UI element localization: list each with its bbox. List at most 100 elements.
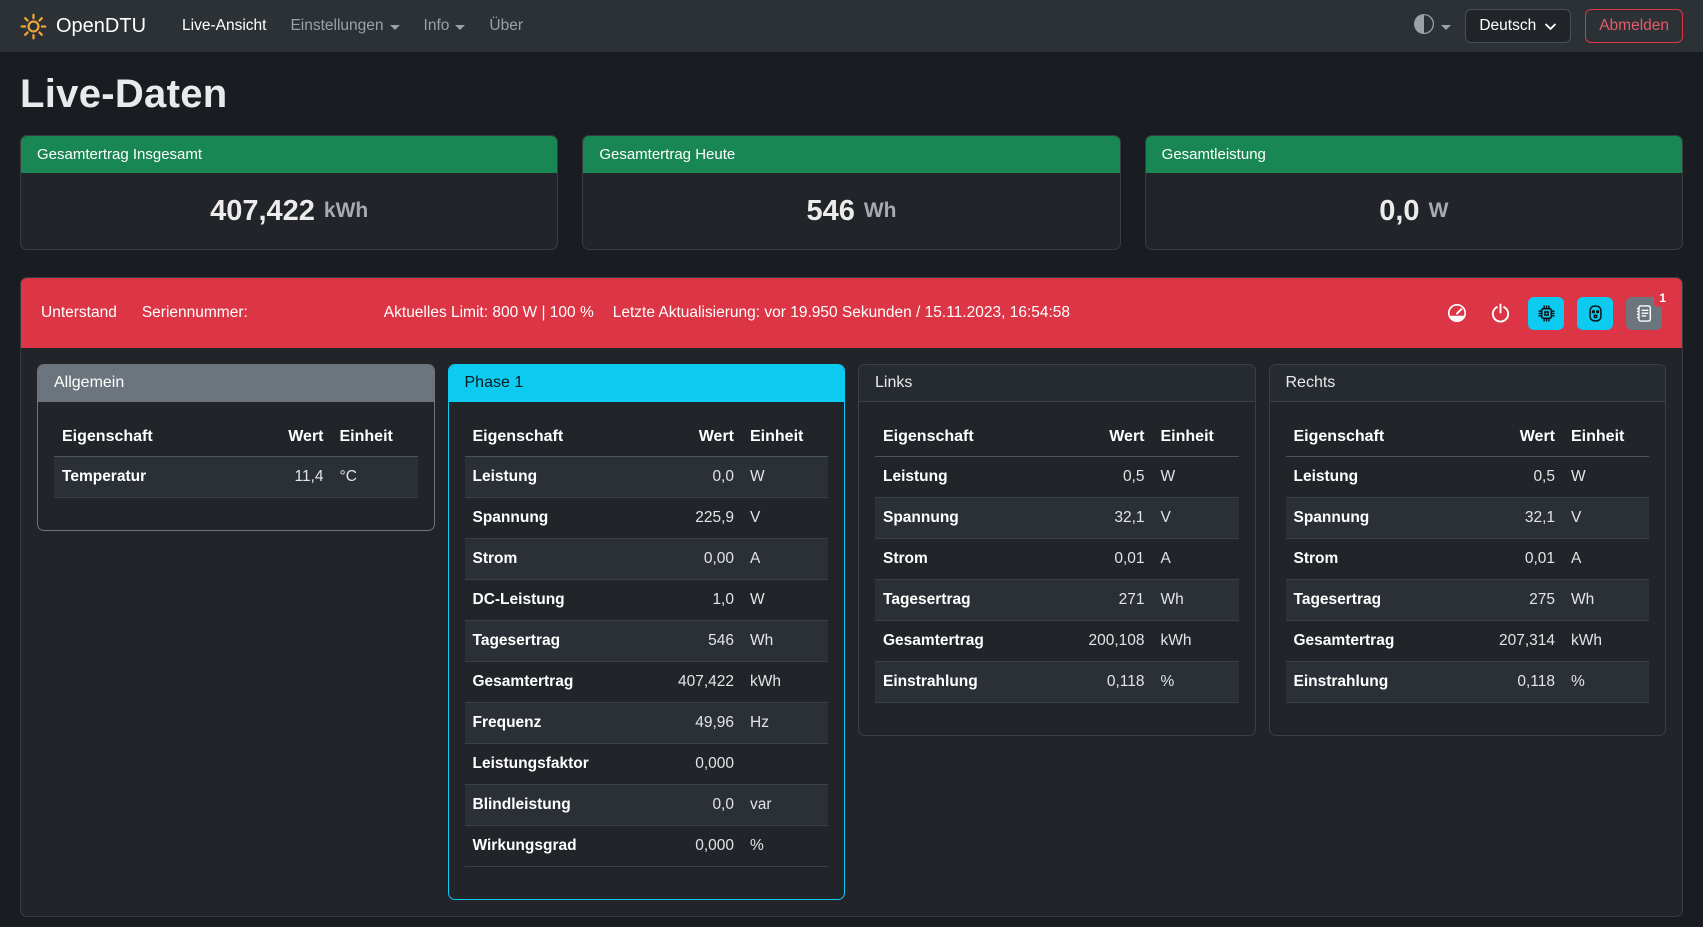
brand[interactable]: OpenDTU [20, 13, 146, 40]
cell-value: 32,1 [1445, 497, 1563, 539]
table-row: Tagesertrag 546 Wh [464, 620, 828, 662]
table-row: Blindleistung 0,0 var [464, 784, 828, 826]
cell-unit: W [1563, 456, 1649, 498]
table-row: Leistung 0,5 W [1285, 456, 1649, 498]
table-row: Wirkungsgrad 0,000% [464, 825, 828, 867]
summary-card: Gesamtertrag Insgesamt 407,422 kWh [20, 135, 559, 250]
inverter-limit: Aktuelles Limit: 800 W | 100 % [383, 304, 594, 321]
caret-down-icon [455, 24, 466, 30]
cell-value: 11,4 [213, 456, 332, 498]
outlet-icon[interactable] [1577, 296, 1613, 330]
summary-value: 0,0 [1379, 194, 1420, 227]
cell-unit: Wh [1152, 579, 1239, 621]
cell-property: Strom [1285, 538, 1445, 580]
cell-value: 546 [624, 620, 742, 662]
column-header: Eigenschaft [54, 418, 214, 457]
cell-value: 275 [1445, 579, 1563, 621]
cell-property: Tagesertrag [1285, 579, 1445, 621]
cell-unit: % [742, 825, 828, 867]
cell-unit: A [742, 538, 828, 580]
nav-item-info[interactable]: Info [414, 9, 476, 43]
logout-button[interactable]: Abmelden [1585, 9, 1683, 43]
navbar-right: Deutsch Abmelden [1414, 9, 1683, 43]
summary-card-body: 546 Wh [583, 173, 1119, 249]
language-selector[interactable]: Deutsch [1465, 9, 1572, 43]
inverter-serial-label: Seriennummer: [141, 304, 248, 321]
inverter-table-rechts: Rechts Eigenschaft Wert Einheit Leistung 0,5 W… [1268, 364, 1666, 736]
table-row: Spannung 225,9 V [464, 497, 828, 539]
cell-value: 0,0 [624, 784, 742, 826]
cell-value: 0,5 [1445, 456, 1563, 498]
cell-property: Tagesertrag [875, 579, 1035, 621]
summary-card-body: 407,422 kWh [21, 173, 557, 249]
cell-value: 32,1 [1034, 497, 1153, 539]
cell-property: Leistung [464, 456, 624, 498]
cell-unit: kWh [1563, 620, 1649, 662]
cell-unit: Wh [1563, 579, 1649, 621]
caret-down-icon [1441, 24, 1452, 30]
cell-property: Spannung [875, 497, 1035, 539]
cell-unit: var [742, 784, 828, 826]
column-header: Wert [1034, 418, 1153, 457]
nav-item-einstellungen[interactable]: Einstellungen [280, 9, 409, 43]
cell-value: 49,96 [624, 702, 742, 744]
table-row: Gesamtertrag 200,108 kWh [875, 620, 1239, 662]
cell-value: 0,0 [624, 456, 742, 498]
journal-text-icon[interactable]: 1 [1626, 288, 1671, 330]
table-card-title: Phase 1 [448, 365, 844, 402]
summary-card: Gesamtertrag Heute 546 Wh [582, 135, 1121, 250]
cell-property: Strom [464, 538, 624, 580]
column-header: Einheit [742, 418, 828, 457]
cell-property: Leistungsfaktor [464, 743, 624, 785]
data-table: Eigenschaft Wert Einheit Temperatur 11,4 °C [54, 418, 418, 498]
cell-value: 0,118 [1445, 661, 1563, 703]
cell-value: 225,9 [624, 497, 742, 539]
nav-item-live-ansicht[interactable]: Live-Ansicht [172, 9, 276, 43]
table-row: Einstrahlung 0,118% [875, 661, 1239, 703]
theme-dropdown[interactable] [1414, 13, 1452, 39]
table-card-body: Eigenschaft Wert Einheit Leistung 0,5 W Spannu… [1270, 402, 1666, 735]
column-header: Wert [1445, 418, 1563, 457]
cell-unit: kWh [1152, 620, 1239, 662]
cell-value: 1,0 [624, 579, 742, 621]
nav-menu: Live-Ansicht Einstellungen Info Über [172, 9, 533, 43]
cpu-icon[interactable] [1528, 296, 1564, 330]
cell-value: 0,000 [624, 825, 742, 867]
nav-item-ueber[interactable]: Über [479, 9, 533, 43]
table-card-body: Eigenschaft Wert Einheit Leistung 0,5 W Spannu… [859, 402, 1255, 735]
column-header: Eigenschaft [1285, 418, 1445, 457]
cell-property: DC-Leistung [464, 579, 624, 621]
table-row: Leistung 0,0 W [464, 456, 828, 498]
event-count-badge: 1 [1654, 288, 1671, 307]
cell-property: Tagesertrag [464, 620, 624, 662]
nav-item-label: Info [423, 17, 450, 34]
table-row: Tagesertrag 275 Wh [1285, 579, 1649, 621]
cell-unit: °C [331, 456, 418, 498]
speedometer-icon[interactable] [1442, 297, 1472, 330]
cell-value: 407,422 [624, 661, 742, 703]
cell-property: Einstrahlung [1285, 661, 1445, 703]
cell-property: Spannung [1285, 497, 1445, 539]
power-icon[interactable] [1485, 297, 1515, 330]
chevron-down-icon [1545, 23, 1557, 30]
column-header: Einheit [331, 418, 418, 457]
table-row: Frequenz 49,96 Hz [464, 702, 828, 744]
column-header: Eigenschaft [464, 418, 624, 457]
cell-unit: V [1152, 497, 1239, 539]
table-row: Strom 0,01 A [1285, 538, 1649, 580]
cell-property: Gesamtertrag [875, 620, 1035, 662]
cell-property: Wirkungsgrad [464, 825, 624, 867]
cell-property: Spannung [464, 497, 624, 539]
data-table: Eigenschaft Wert Einheit Leistung 0,5 W Spannu… [875, 418, 1239, 703]
summary-value: 546 [806, 194, 855, 227]
cell-property: Frequenz [464, 702, 624, 744]
cell-unit: Hz [742, 702, 828, 744]
cell-unit [742, 743, 828, 785]
cell-value: 0,00 [624, 538, 742, 580]
cell-property: Temperatur [54, 456, 214, 498]
summary-card-title: Gesamtertrag Heute [583, 136, 1120, 173]
summary-unit: Wh [863, 199, 897, 222]
inverter-table-phase-1: Phase 1 Eigenschaft Wert Einheit Leistung 0,0… [447, 364, 845, 900]
table-card-title: Links [859, 365, 1255, 402]
cell-property: Leistung [1285, 456, 1445, 498]
